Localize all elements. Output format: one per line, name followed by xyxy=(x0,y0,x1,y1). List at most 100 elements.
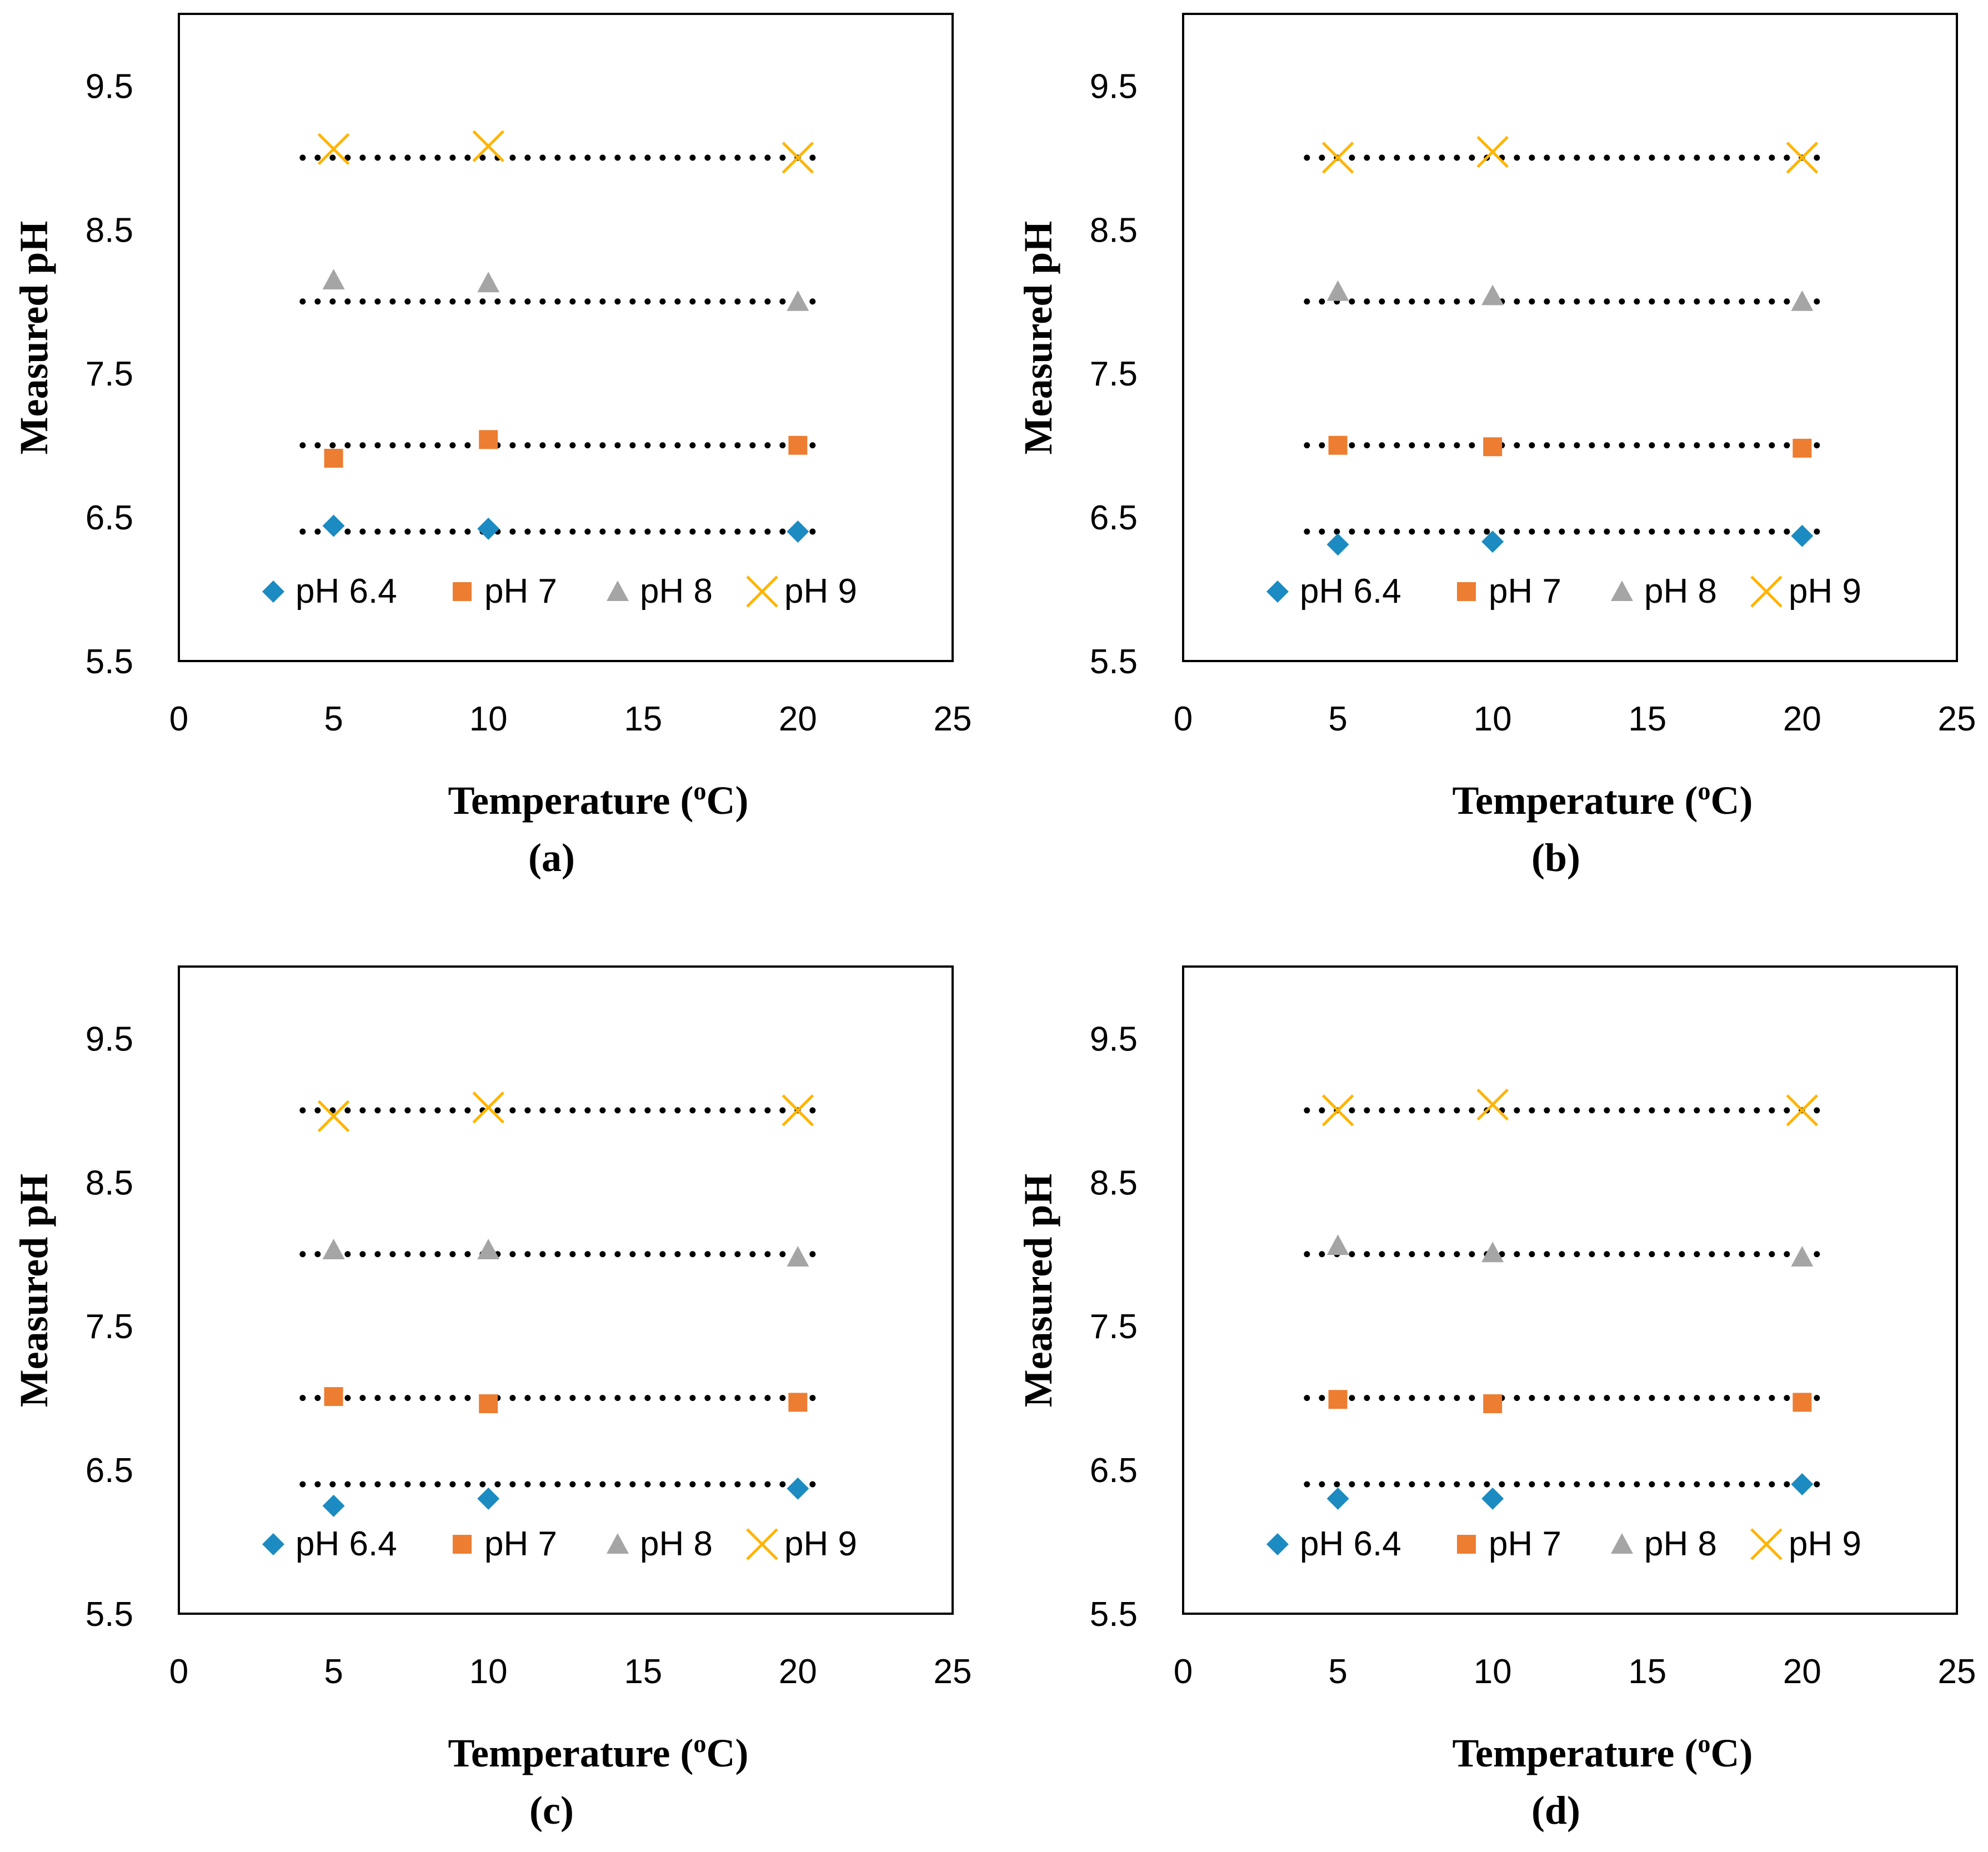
legend-marker xyxy=(607,580,629,601)
series-ph-7 xyxy=(1328,436,1812,458)
y-tick-label: 8.5 xyxy=(1090,1164,1138,1202)
x-axis-title-superscript: o xyxy=(693,1729,706,1758)
series-ph-9 xyxy=(317,1091,814,1133)
x-marker-stroke xyxy=(746,1528,778,1560)
y-axis-title: Measured pH xyxy=(1016,221,1060,455)
series-ph-6-4 xyxy=(1326,524,1814,556)
legend-label: pH 9 xyxy=(1789,572,1861,610)
y-tick-label: 7.5 xyxy=(86,355,133,393)
data-point xyxy=(787,1245,809,1267)
data-point xyxy=(317,1100,350,1133)
data-point xyxy=(322,1494,345,1517)
legend-label: pH 7 xyxy=(484,572,557,610)
panel-label: (d) xyxy=(1531,1788,1580,1833)
data-point xyxy=(1791,1473,1814,1495)
legend-entry: pH 8 xyxy=(1611,1525,1717,1563)
data-point xyxy=(479,430,498,449)
data-point xyxy=(322,268,345,289)
x-axis-title-text: Temperature ( xyxy=(448,1731,694,1775)
data-point xyxy=(322,514,345,537)
x-marker-stroke xyxy=(472,1091,504,1124)
data-point xyxy=(1481,284,1504,306)
x-axis-title: Temperature (oC) xyxy=(448,1729,749,1775)
data-point xyxy=(787,1477,809,1500)
x-tick-label: 25 xyxy=(1938,1653,1976,1691)
legend-entry: pH 9 xyxy=(1750,1525,1861,1563)
x-tick-label: 25 xyxy=(934,1653,972,1691)
data-point xyxy=(1326,280,1349,301)
data-point xyxy=(477,1239,500,1260)
x-marker-stroke xyxy=(1786,1094,1819,1127)
legend-label: pH 9 xyxy=(784,572,857,610)
legend-label: pH 6.4 xyxy=(296,1525,397,1563)
legend-marker xyxy=(1611,580,1633,601)
legend-marker xyxy=(453,582,472,601)
x-tick-label: 15 xyxy=(1628,700,1666,738)
series-ph-6-4 xyxy=(322,514,809,543)
data-point xyxy=(788,436,808,455)
panel-a: 5.5 6.5 7.5 8.5 9.5 0 5 10 15 20 25 Measured pH Temp… xyxy=(12,13,972,880)
legend-marker xyxy=(453,1535,472,1554)
y-tick-label: 9.5 xyxy=(86,67,133,106)
data-point xyxy=(782,142,814,174)
series-ph-7 xyxy=(324,1387,808,1414)
y-tick-label: 5.5 xyxy=(1090,1595,1138,1634)
series-ph-6-4 xyxy=(1326,1473,1814,1510)
x-tick-label: 5 xyxy=(1328,700,1347,738)
legend-marker xyxy=(1750,575,1782,608)
data-point xyxy=(477,517,500,540)
x-tick-label: 5 xyxy=(1328,1653,1347,1691)
x-marker-stroke xyxy=(746,575,778,608)
data-point xyxy=(1791,524,1814,547)
panel-c: 5.5 6.5 7.5 8.5 9.5 0 5 10 15 20 25 Measured pH Temp… xyxy=(12,965,972,1833)
series-ph-9 xyxy=(1321,1088,1819,1127)
data-point xyxy=(324,1387,343,1406)
series-ph-7 xyxy=(324,430,808,468)
data-point xyxy=(1326,533,1349,556)
panel-label: (a) xyxy=(528,835,575,880)
legend-label: pH 6.4 xyxy=(1300,1525,1401,1563)
x-tick-label: 15 xyxy=(624,1653,662,1691)
legend-label: pH 8 xyxy=(640,572,713,610)
legend-entry: pH 9 xyxy=(1750,572,1861,610)
x-tick-label: 0 xyxy=(1174,700,1193,738)
x-axis-title: Temperature (oC) xyxy=(1453,777,1753,823)
series-ph-6-4 xyxy=(322,1477,809,1517)
data-point xyxy=(1476,1088,1509,1121)
data-point xyxy=(472,130,504,162)
x-axis-title-suffix: C) xyxy=(1710,1731,1752,1775)
y-tick-label: 8.5 xyxy=(86,211,133,249)
legend-label: pH 7 xyxy=(1489,572,1561,610)
data-point xyxy=(787,290,809,311)
x-axis-title-suffix: C) xyxy=(706,778,748,823)
data-point xyxy=(1786,1094,1819,1127)
x-marker-stroke xyxy=(317,1100,350,1133)
legend-entry: pH 8 xyxy=(607,572,713,610)
x-tick-label: 20 xyxy=(779,700,817,738)
y-tick-label: 8.5 xyxy=(86,1164,133,1202)
x-tick-label: 25 xyxy=(1938,700,1976,738)
legend-marker xyxy=(1457,582,1476,601)
panel-label: (b) xyxy=(1531,835,1580,880)
x-axis-title: Temperature (oC) xyxy=(448,777,749,823)
data-point xyxy=(1791,290,1814,311)
legend-entry: pH 7 xyxy=(1457,572,1561,610)
y-axis-title: Measured pH xyxy=(1016,1174,1060,1408)
x-marker-stroke xyxy=(472,130,504,162)
legend-label: pH 9 xyxy=(1789,1525,1861,1563)
series-ph-9 xyxy=(1321,136,1819,174)
series-ph-7 xyxy=(1328,1390,1812,1414)
x-marker-stroke xyxy=(1321,1094,1354,1127)
data-point xyxy=(1321,142,1354,174)
x-axis-title-suffix: C) xyxy=(1710,778,1752,823)
data-point xyxy=(477,272,500,293)
legend-entry: pH 8 xyxy=(1611,572,1717,610)
x-marker-stroke xyxy=(782,1094,814,1127)
x-axis-title-text: Temperature ( xyxy=(448,778,694,823)
legend-marker xyxy=(1457,1535,1476,1554)
y-tick-label: 7.5 xyxy=(1090,355,1138,393)
y-tick-label: 7.5 xyxy=(86,1308,133,1346)
data-point xyxy=(1792,1393,1812,1412)
x-tick-label: 10 xyxy=(469,700,508,738)
